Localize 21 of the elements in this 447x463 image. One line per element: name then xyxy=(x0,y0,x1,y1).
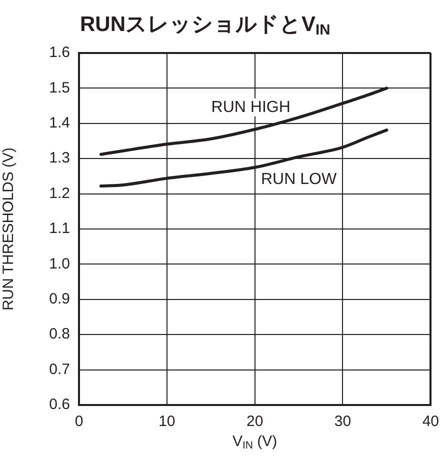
chart-title: RUNスレッショルドとV$_{IN}$ xyxy=(80,12,330,41)
y-tick-label: 1.6 xyxy=(49,44,70,62)
x-tick-label: 10 xyxy=(158,413,176,430)
y-tick-label: 0.7 xyxy=(49,360,70,378)
x-tick-label: 40 xyxy=(422,413,439,430)
y-tick-label: 1.5 xyxy=(49,79,70,96)
y-tick-label: 1.0 xyxy=(49,255,70,272)
y-tick-label: 0.9 xyxy=(49,290,70,308)
y-tick-label: 1.2 xyxy=(49,184,70,202)
x-axis-title: V$_{IN}$ (V) xyxy=(232,432,278,454)
y-axis-title: RUN THRESHOLDS (V) xyxy=(0,147,18,311)
x-tick-label: 30 xyxy=(334,413,352,430)
series-label: RUN HIGH xyxy=(211,98,290,116)
x-tick-label: 20 xyxy=(246,413,264,430)
y-tick-label: 1.1 xyxy=(49,220,70,238)
y-tick-label: 1.3 xyxy=(49,150,70,167)
series-label: RUN LOW xyxy=(261,171,338,188)
x-tick-label: 0 xyxy=(74,413,84,430)
y-tick-label: 0.8 xyxy=(49,326,70,343)
y-tick-label: 0.6 xyxy=(49,396,70,414)
y-tick-label: 1.4 xyxy=(49,114,70,132)
